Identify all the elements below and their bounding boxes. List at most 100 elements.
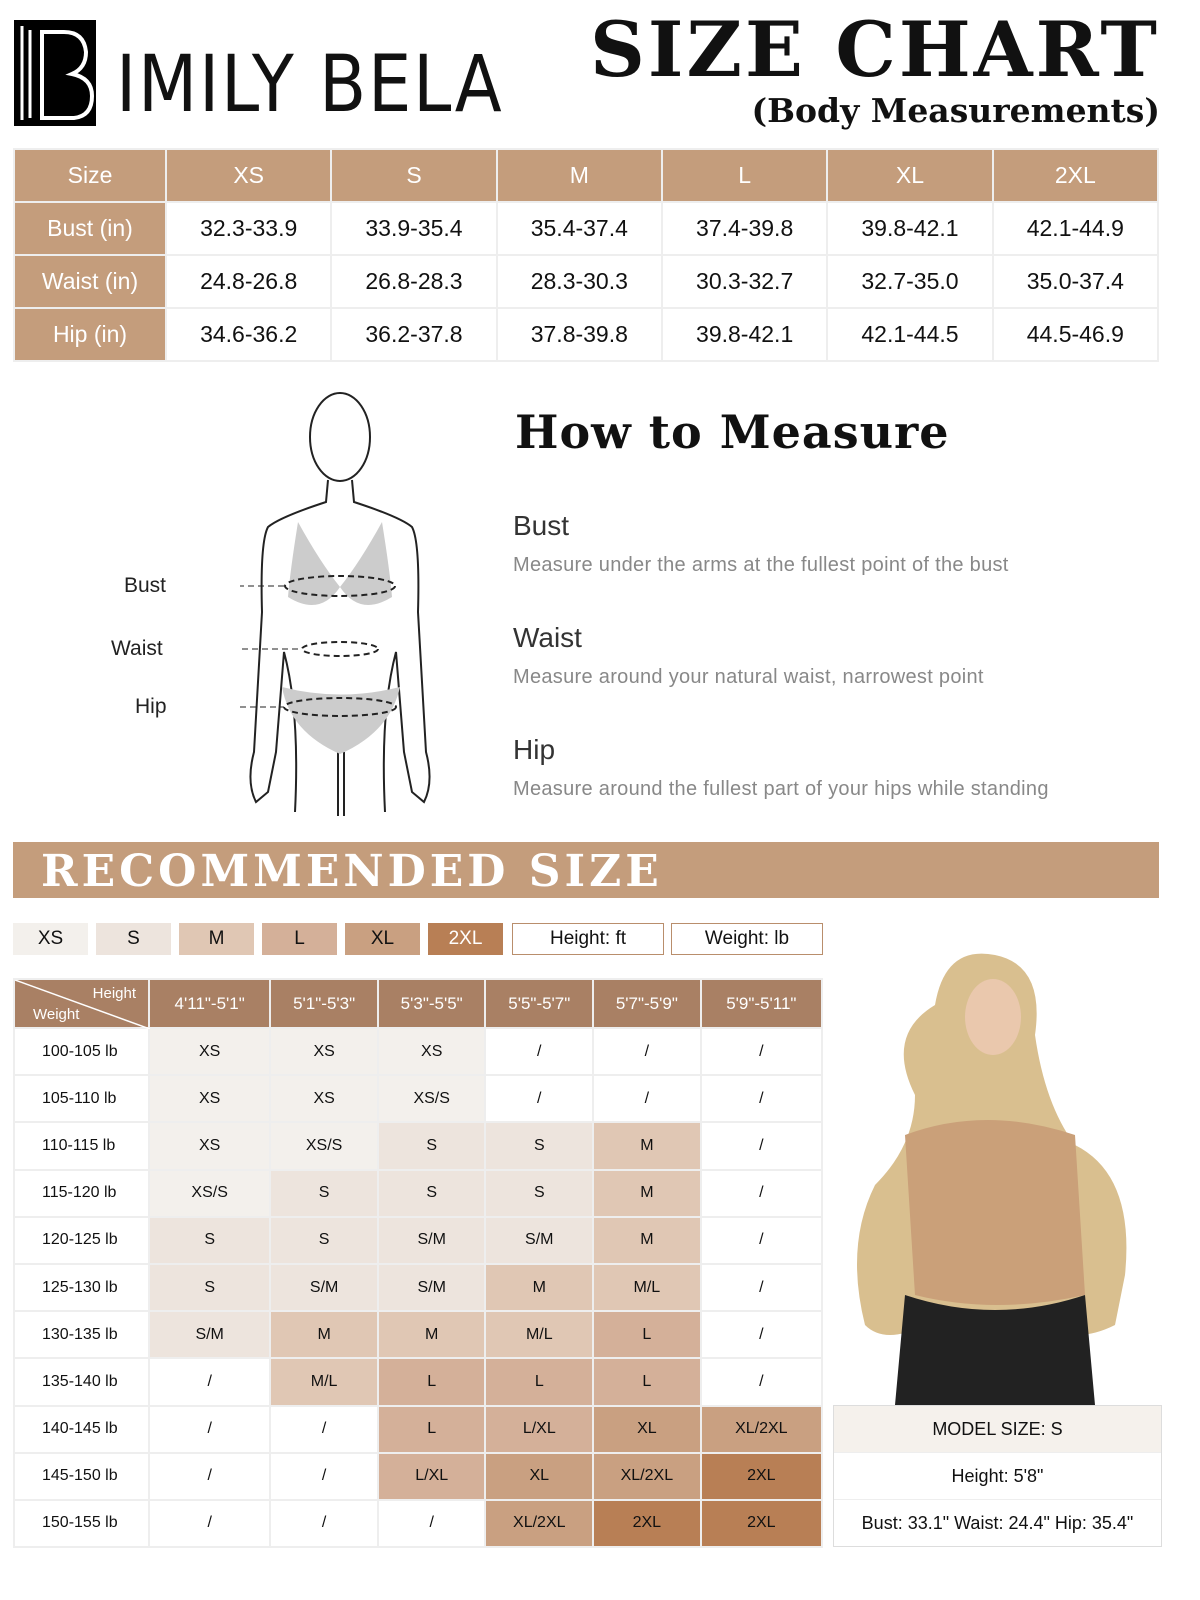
recommended-size-cell: 2XL bbox=[699, 1498, 824, 1549]
weight-range: 120-125 lb bbox=[13, 1215, 150, 1265]
size-table: Size XS S M L XL 2XL Bust (in) 32.3-33.9 33.9-35.… bbox=[13, 148, 1160, 362]
recommended-size-cell: XS bbox=[269, 1026, 379, 1077]
recommended-size-cell: S bbox=[147, 1262, 272, 1313]
recommended-size-cell: / bbox=[376, 1498, 487, 1549]
recommended-size-cell: S bbox=[376, 1121, 487, 1171]
recommended-size-cell: / bbox=[269, 1404, 379, 1454]
recommended-size-cell: / bbox=[592, 1074, 702, 1124]
measurement-value: 39.8-42.1 bbox=[826, 201, 994, 256]
height-range-header: 4'11"-5'1" bbox=[147, 978, 272, 1029]
recommended-size-cell: / bbox=[699, 1262, 824, 1313]
measurement-value: 36.2-37.8 bbox=[330, 307, 498, 362]
measurement-value: 28.3-30.3 bbox=[495, 254, 663, 309]
measurement-value: 33.9-35.4 bbox=[330, 201, 498, 256]
legend-swatch-xs: XS bbox=[13, 923, 88, 955]
weight-range: 115-120 lb bbox=[13, 1168, 150, 1218]
weight-range: 145-150 lb bbox=[13, 1451, 150, 1501]
weight-range: 105-110 lb bbox=[13, 1074, 150, 1124]
model-measurements: Bust: 33.1" Waist: 24.4" Hip: 35.4" bbox=[861, 1513, 1134, 1533]
recommended-size-cell: M bbox=[592, 1168, 702, 1218]
recommended-size-cell: / bbox=[699, 1215, 824, 1265]
grid-row: 145-150 lb / / L/XL XL XL/2XL 2XL bbox=[13, 1451, 824, 1501]
body-figure-illustration bbox=[240, 392, 431, 816]
grid-row: 140-145 lb / / L L/XL XL XL/2XL bbox=[13, 1404, 824, 1454]
size-header-cell: 2XL bbox=[991, 148, 1160, 203]
recommended-size-cell: XS bbox=[147, 1026, 272, 1077]
recommended-size-banner: RECOMMENDED SIZE bbox=[13, 842, 1159, 898]
recommended-size-cell: XL/2XL bbox=[592, 1451, 702, 1501]
grid-row: 135-140 lb / M/L L L L / bbox=[13, 1357, 824, 1407]
measurement-value: 24.8-26.8 bbox=[164, 254, 333, 309]
grid-row: 120-125 lb S S S/M S/M M / bbox=[13, 1215, 824, 1265]
recommended-size-cell: M bbox=[484, 1262, 595, 1313]
recommended-size-cell: / bbox=[147, 1357, 272, 1407]
recommended-size-cell: / bbox=[147, 1498, 272, 1549]
height-range-header: 5'1"-5'3" bbox=[269, 978, 379, 1029]
recommended-size-cell: XL bbox=[484, 1451, 595, 1501]
measure-hip-desc: Measure around the fullest part of your … bbox=[513, 778, 1049, 800]
grid-row: 110-115 lb XS XS/S S S M / bbox=[13, 1121, 824, 1171]
recommended-size-cell: L bbox=[376, 1357, 487, 1407]
size-header-cell: S bbox=[330, 148, 498, 203]
measurement-label: Hip (in) bbox=[13, 307, 167, 362]
recommended-size-cell: / bbox=[592, 1026, 702, 1077]
corner-height-label: Height bbox=[92, 985, 136, 1002]
grid-header-row: Height Weight 4'11"-5'1" 5'1"-5'3" 5'3"-5'5"… bbox=[13, 978, 824, 1029]
recommended-size-cell: XS bbox=[376, 1026, 487, 1077]
recommended-size-grid: Height Weight 4'11"-5'1" 5'1"-5'3" 5'3"-5'5"… bbox=[13, 978, 824, 1549]
measurement-value: 39.8-42.1 bbox=[660, 307, 829, 362]
recommended-size-cell: S bbox=[147, 1215, 272, 1265]
measurement-value: 30.3-32.7 bbox=[660, 254, 829, 309]
model-height: Height: 5'8" bbox=[834, 1453, 1161, 1500]
recommended-size-cell: / bbox=[269, 1498, 379, 1549]
height-range-header: 5'5"-5'7" bbox=[484, 978, 595, 1029]
recommended-size-cell: XL/2XL bbox=[699, 1404, 824, 1454]
figure-label-hip: Hip bbox=[135, 695, 167, 718]
recommended-size-cell: M bbox=[376, 1310, 487, 1360]
weight-range: 130-135 lb bbox=[13, 1310, 150, 1360]
weight-range: 110-115 lb bbox=[13, 1121, 150, 1171]
size-table-header: Size XS S M L XL 2XL bbox=[13, 148, 1160, 203]
recommended-size-cell: XL/2XL bbox=[484, 1498, 595, 1549]
recommended-size-cell: / bbox=[699, 1074, 824, 1124]
recommended-size-title: RECOMMENDED SIZE bbox=[41, 846, 663, 897]
figure-label-bust: Bust bbox=[124, 574, 167, 597]
recommended-size-cell: M bbox=[269, 1310, 379, 1360]
grid-row: 105-110 lb XS XS XS/S / / / bbox=[13, 1074, 824, 1124]
legend-swatch-s: S bbox=[96, 923, 171, 955]
how-to-measure-title: How to Measure bbox=[515, 405, 950, 459]
recommended-size-cell: M/L bbox=[269, 1357, 379, 1407]
page-subtitle: (Body Measurements) bbox=[751, 91, 1160, 130]
recommended-size-cell: L bbox=[484, 1357, 595, 1407]
size-header-cell: XS bbox=[164, 148, 333, 203]
weight-range: 140-145 lb bbox=[13, 1404, 150, 1454]
grid-row: 150-155 lb / / / XL/2XL 2XL 2XL bbox=[13, 1498, 824, 1549]
measurement-value: 42.1-44.9 bbox=[991, 201, 1160, 256]
figure-label-waist: Waist bbox=[111, 637, 163, 660]
recommended-size-cell: XS/S bbox=[269, 1121, 379, 1171]
recommended-size-cell: M bbox=[592, 1215, 702, 1265]
recommended-size-cell: L/XL bbox=[484, 1404, 595, 1454]
recommended-size-cell: S/M bbox=[484, 1215, 595, 1265]
recommended-size-cell: S bbox=[269, 1215, 379, 1265]
recommended-size-cell: / bbox=[484, 1074, 595, 1124]
recommended-size-cell: M/L bbox=[592, 1262, 702, 1313]
recommended-size-cell: L/XL bbox=[376, 1451, 487, 1501]
size-header-cell: XL bbox=[826, 148, 994, 203]
recommended-size-cell: XS bbox=[269, 1074, 379, 1124]
recommended-size-cell: / bbox=[269, 1451, 379, 1501]
recommended-size-cell: L bbox=[376, 1404, 487, 1454]
measurement-label: Bust (in) bbox=[13, 201, 167, 256]
measurement-value: 32.7-35.0 bbox=[826, 254, 994, 309]
measure-bust-heading: Bust bbox=[513, 510, 570, 541]
measurement-value: 34.6-36.2 bbox=[164, 307, 333, 362]
measure-waist-heading: Waist bbox=[513, 622, 582, 653]
size-table-row: Hip (in) 34.6-36.2 36.2-37.8 37.8-39.8 39.8-… bbox=[13, 307, 1160, 362]
recommended-size-cell: L bbox=[592, 1357, 702, 1407]
recommended-size-cell: M bbox=[592, 1121, 702, 1171]
brand-logo bbox=[14, 20, 96, 126]
weight-range: 100-105 lb bbox=[13, 1026, 150, 1077]
corner-weight-label: Weight bbox=[33, 1006, 80, 1023]
legend-unit: Height: ft bbox=[512, 923, 664, 955]
recommended-size-cell: M/L bbox=[484, 1310, 595, 1360]
